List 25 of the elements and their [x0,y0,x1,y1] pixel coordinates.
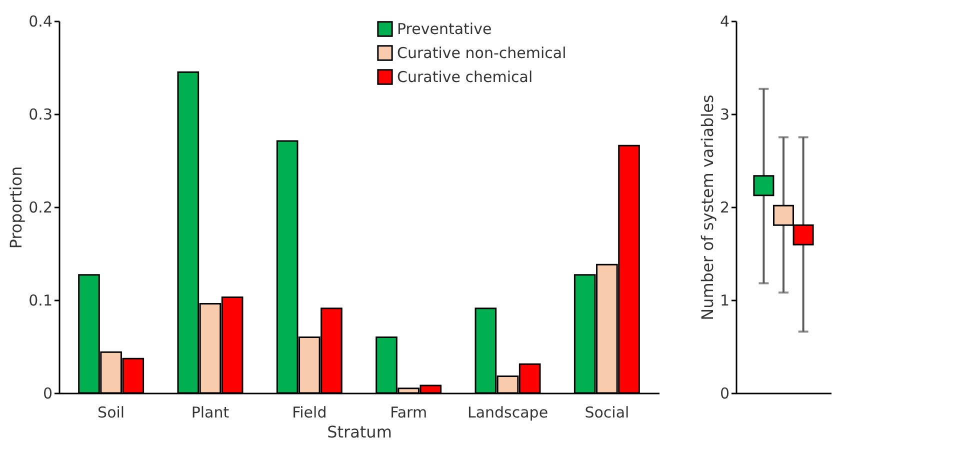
legend-label: Preventative [397,20,492,38]
y-tick-label: 3 [720,106,730,124]
y-tick-label: 0.3 [28,106,52,124]
y-tick-label: 2 [720,198,730,216]
x-tick-label: Farm [390,404,428,422]
x-axis-title: Stratum [327,422,392,442]
y-tick-label: 4 [720,12,730,30]
y-tick-label: 0.2 [28,198,52,216]
y-tick-label: 0.4 [28,12,52,30]
y-tick-label: 0.1 [28,292,52,310]
point [753,175,774,196]
x-tick-label: Landscape [467,404,548,422]
x-tick-label: Plant [191,404,230,422]
y-axis-title: Proportion [6,166,26,249]
x-tick-label: Social [584,404,630,422]
point [792,224,814,246]
y-axis-title: Number of system variables [698,94,717,320]
y-tick-label: 0 [720,384,730,402]
legend-label: Curative non-chemical [397,44,566,62]
x-tick-label: Field [292,404,327,422]
y-tick-label: 1 [720,292,730,310]
x-tick-label: Soil [98,404,125,422]
point [773,204,794,226]
legend-label: Curative chemical [397,68,533,86]
y-tick-label: 0 [42,384,52,402]
